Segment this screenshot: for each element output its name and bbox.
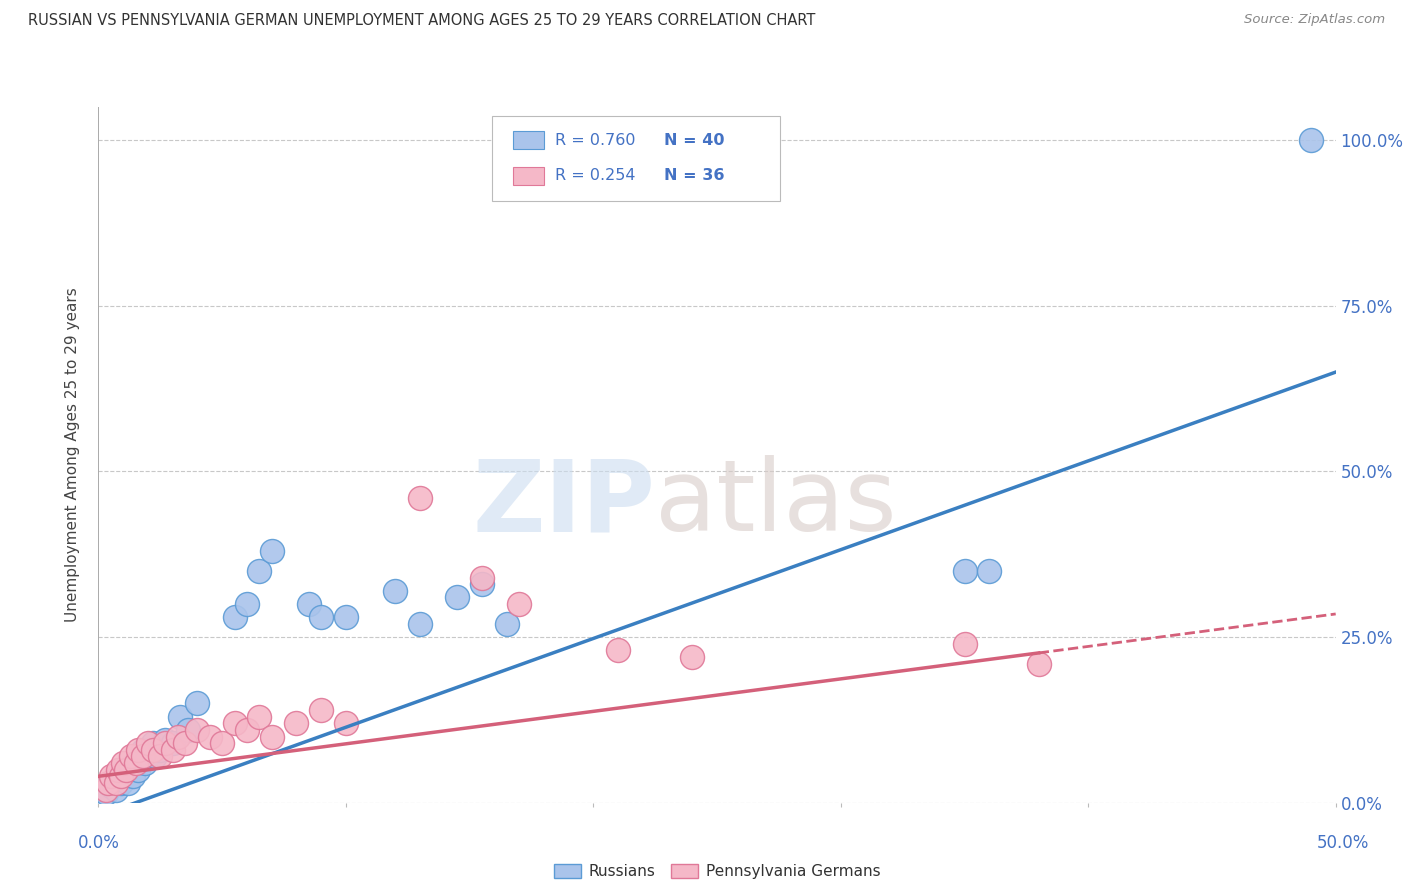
Point: [112, 763, 135, 777]
Point: [132, 743, 155, 757]
Text: atlas: atlas: [655, 455, 897, 552]
Point: [681, 650, 703, 665]
Point: [97, 776, 120, 790]
Point: [335, 610, 357, 624]
Point: [607, 643, 630, 657]
Point: [100, 769, 122, 783]
Point: [247, 709, 270, 723]
Point: [114, 769, 136, 783]
Point: [979, 564, 1001, 578]
Point: [285, 716, 308, 731]
Point: [142, 736, 165, 750]
Point: [384, 583, 406, 598]
Point: [162, 743, 184, 757]
Point: [112, 756, 135, 770]
Point: [174, 736, 197, 750]
Point: [176, 723, 198, 737]
Point: [142, 743, 165, 757]
Point: [122, 769, 145, 783]
Point: [224, 716, 246, 731]
Point: [198, 730, 221, 744]
Point: [93, 782, 115, 797]
Point: [495, 616, 517, 631]
Text: N = 36: N = 36: [664, 169, 724, 183]
Point: [409, 491, 432, 505]
Text: ZIP: ZIP: [472, 455, 655, 552]
Point: [104, 776, 127, 790]
Point: [110, 776, 132, 790]
Point: [124, 756, 146, 770]
Point: [104, 782, 127, 797]
Point: [162, 736, 184, 750]
Point: [309, 610, 332, 624]
Text: R = 0.254: R = 0.254: [555, 169, 636, 183]
Point: [298, 597, 321, 611]
Point: [127, 763, 149, 777]
Point: [309, 703, 332, 717]
Point: [120, 749, 142, 764]
Point: [103, 776, 125, 790]
Text: N = 40: N = 40: [664, 133, 724, 147]
Point: [471, 570, 494, 584]
Legend: Russians, Pennsylvania Germans: Russians, Pennsylvania Germans: [547, 858, 887, 886]
Point: [110, 769, 132, 783]
Y-axis label: Unemployment Among Ages 25 to 29 years: Unemployment Among Ages 25 to 29 years: [65, 287, 80, 623]
Point: [508, 597, 530, 611]
Point: [186, 697, 208, 711]
Point: [124, 756, 146, 770]
Point: [120, 759, 142, 773]
Point: [127, 743, 149, 757]
Point: [471, 577, 494, 591]
Text: Source: ZipAtlas.com: Source: ZipAtlas.com: [1244, 13, 1385, 27]
Point: [236, 723, 259, 737]
Point: [149, 749, 172, 764]
Point: [100, 779, 122, 793]
Point: [236, 597, 259, 611]
Point: [134, 756, 156, 770]
Text: 0.0%: 0.0%: [77, 834, 120, 852]
Point: [169, 709, 191, 723]
Point: [953, 564, 976, 578]
Point: [211, 736, 233, 750]
Point: [94, 782, 117, 797]
Point: [155, 732, 177, 747]
Point: [409, 616, 432, 631]
Text: RUSSIAN VS PENNSYLVANIA GERMAN UNEMPLOYMENT AMONG AGES 25 TO 29 YEARS CORRELATIO: RUSSIAN VS PENNSYLVANIA GERMAN UNEMPLOYM…: [28, 13, 815, 29]
Point: [149, 743, 172, 757]
Point: [953, 637, 976, 651]
Point: [94, 786, 117, 800]
Point: [107, 763, 129, 777]
Point: [166, 730, 188, 744]
Point: [335, 716, 357, 731]
Point: [224, 610, 246, 624]
Point: [117, 776, 139, 790]
Point: [186, 723, 208, 737]
Point: [247, 564, 270, 578]
Point: [260, 730, 283, 744]
Point: [107, 769, 129, 783]
Point: [1028, 657, 1050, 671]
Point: [1299, 133, 1322, 147]
Point: [143, 749, 166, 764]
Text: R = 0.760: R = 0.760: [555, 133, 636, 147]
Point: [132, 749, 155, 764]
Point: [260, 544, 283, 558]
Point: [136, 749, 159, 764]
Text: 50.0%: 50.0%: [1316, 834, 1369, 852]
Point: [114, 763, 136, 777]
Point: [155, 736, 177, 750]
Point: [446, 591, 468, 605]
Point: [136, 736, 159, 750]
